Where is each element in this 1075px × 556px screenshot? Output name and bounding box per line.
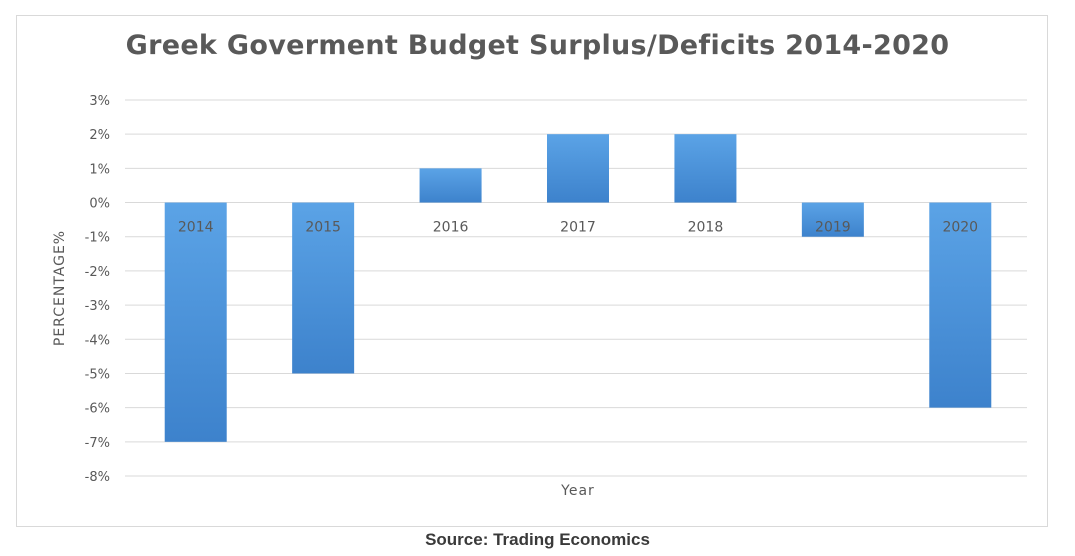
- x-category-label: 2019: [815, 220, 851, 236]
- bar-2017: [547, 134, 609, 203]
- y-axis-title: PERCENTAGE%: [52, 230, 68, 346]
- bar-2016: [419, 168, 482, 203]
- y-tick-label: 1%: [89, 162, 110, 177]
- chart-title: Greek Goverment Budget Surplus/Deficits …: [125, 30, 950, 61]
- bar-2014: [164, 202, 227, 442]
- y-tick-label: -1%: [85, 231, 110, 246]
- y-tick-label: 2%: [89, 128, 110, 143]
- y-tick-label: -6%: [85, 402, 110, 417]
- x-category-label: 2016: [433, 220, 469, 236]
- source-caption: Source: Trading Economics: [425, 530, 650, 549]
- y-tick-label: -4%: [85, 333, 110, 348]
- y-tick-label: -5%: [85, 367, 110, 382]
- x-category-label: 2017: [560, 220, 596, 236]
- x-category-label: 2014: [178, 220, 214, 236]
- gridlines: [125, 99, 1027, 477]
- y-tick-label: 3%: [89, 94, 110, 109]
- bar-2015: [292, 202, 355, 374]
- x-axis-title: Year: [560, 483, 595, 499]
- bar-2020: [929, 202, 992, 408]
- bar-2018: [674, 134, 737, 203]
- labels: 3% 2% 1% 0% -1% -2% -3% -4% -5% -6% -7% -8% 2014 2015…: [85, 94, 978, 485]
- bars: [164, 134, 992, 442]
- bar-2019: [801, 202, 864, 237]
- y-tick-label: 0%: [89, 197, 110, 212]
- y-tick-label: -7%: [85, 436, 110, 451]
- y-tick-label: -2%: [85, 265, 110, 280]
- x-category-label: 2018: [688, 220, 724, 236]
- y-tick-label: -3%: [85, 299, 110, 314]
- x-category-label: 2015: [305, 220, 341, 236]
- x-category-label: 2020: [942, 220, 978, 236]
- y-tick-label: -8%: [85, 470, 110, 485]
